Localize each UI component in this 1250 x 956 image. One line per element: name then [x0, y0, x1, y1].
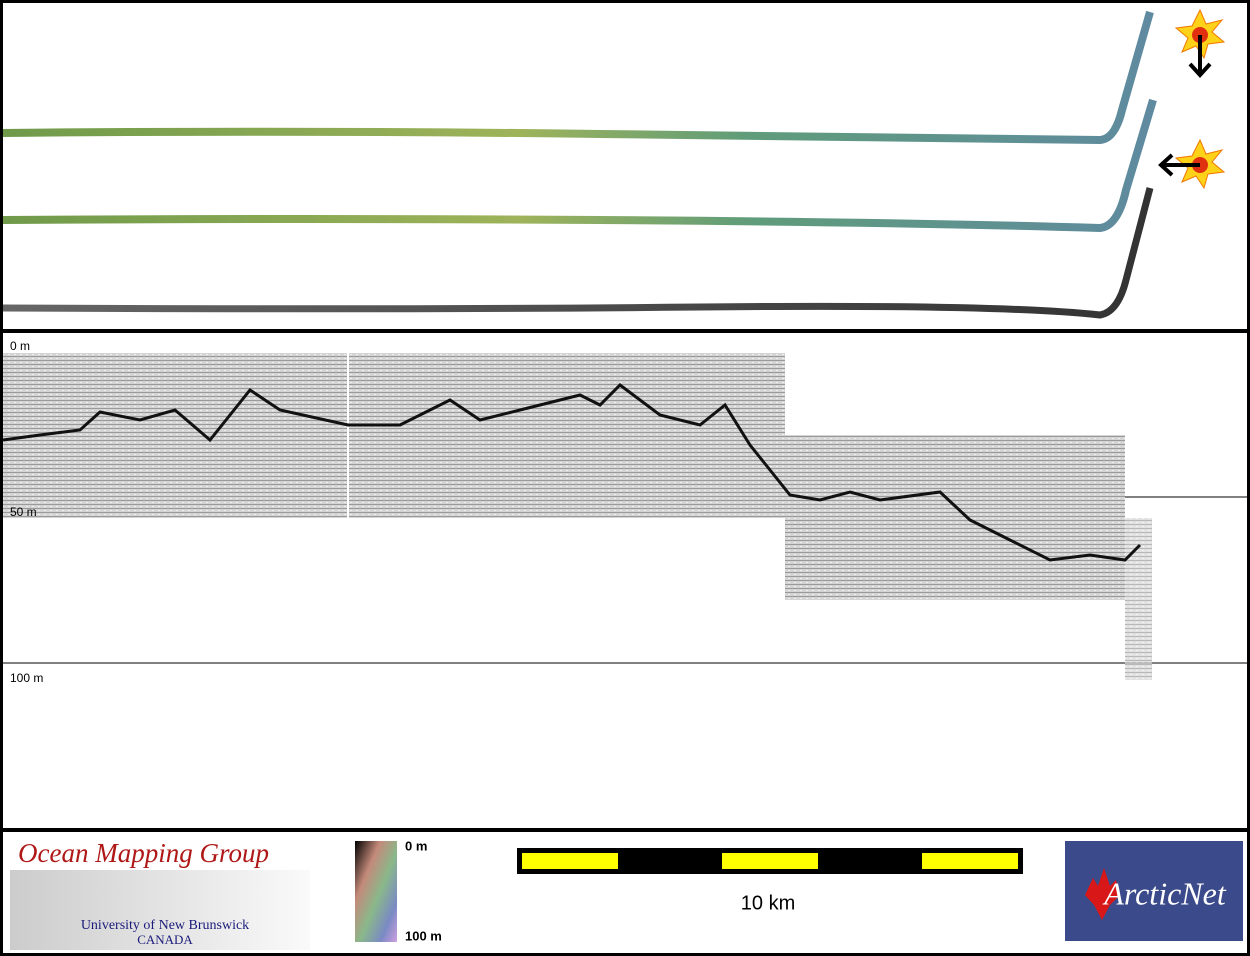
scale-label: 10 km	[741, 892, 795, 914]
swath-strip	[2, 10, 1154, 145]
depth-label: 0 m	[10, 339, 30, 353]
colorbar-label: 0 m	[405, 838, 427, 853]
seismic-section	[3, 353, 785, 518]
logo-title: Ocean Mapping Group	[18, 838, 269, 868]
scale-segment	[522, 853, 618, 869]
logo-background	[10, 870, 310, 950]
sun-icon	[1174, 8, 1226, 78]
maple-leaf	[1085, 868, 1120, 920]
logo-university: University of New Brunswick	[81, 918, 249, 933]
partner-name: ArcticNet	[1102, 875, 1227, 911]
swath-strip	[2, 98, 1157, 233]
depth-label: 100 m	[10, 671, 43, 685]
divider	[0, 329, 1250, 333]
seismic-section	[785, 435, 1125, 600]
colorbar-label: 100 m	[405, 928, 442, 943]
scale-segment	[722, 853, 818, 869]
depth-label: 50 m	[10, 505, 37, 519]
seafloor-reflector	[2, 383, 1142, 562]
logo-country: CANADA	[137, 932, 193, 947]
colorbar	[355, 841, 397, 942]
seismic-section	[1125, 518, 1152, 680]
swath-strip	[2, 187, 1154, 319]
sun-icon	[1158, 138, 1226, 190]
scale-segment	[922, 853, 1018, 869]
divider	[0, 828, 1250, 832]
